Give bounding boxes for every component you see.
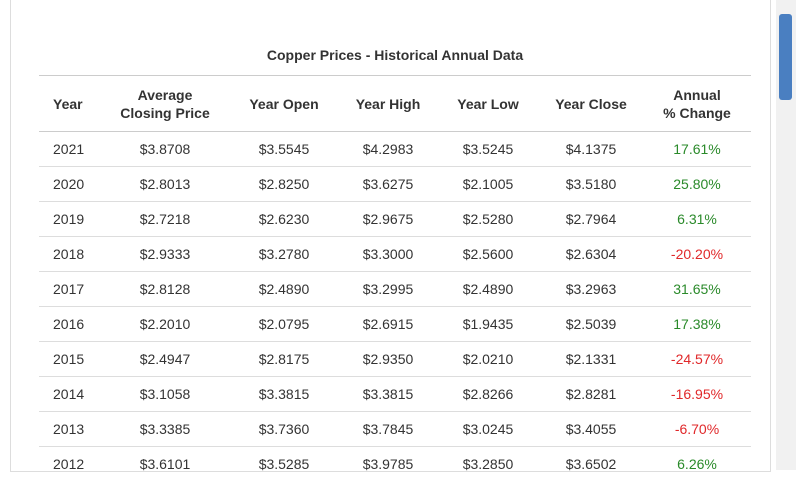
table-cell: -20.20%	[643, 236, 751, 272]
table-row: 2012 $3.6101 $3.5285 $3.9785 $3.2850 $3.6502 6…	[39, 446, 751, 471]
table-cell: $2.8281	[539, 376, 643, 412]
table-cell: $2.8175	[229, 341, 339, 377]
scroll-thumb[interactable]	[779, 14, 792, 100]
table-cell: $2.4890	[437, 271, 539, 307]
table-cell: $3.1058	[101, 376, 229, 412]
table-cell: $2.9333	[101, 236, 229, 272]
table-cell: 2021	[39, 131, 101, 167]
header-row: Year Average Closing Price Year Open Year H…	[39, 75, 751, 132]
table-cell: $4.2983	[339, 131, 437, 167]
table-cell: 2020	[39, 166, 101, 202]
table-cell: $3.2963	[539, 271, 643, 307]
table-cell: $3.7845	[339, 411, 437, 447]
table-cell: $3.3815	[229, 376, 339, 412]
table-cell: $2.1331	[539, 341, 643, 377]
table-cell: $2.0795	[229, 306, 339, 342]
price-table: Year Average Closing Price Year Open Year H…	[39, 75, 751, 471]
table-cell: $2.9350	[339, 341, 437, 377]
table-cell: $2.0210	[437, 341, 539, 377]
table-cell: $2.6230	[229, 201, 339, 237]
table-cell: $2.9675	[339, 201, 437, 237]
table-cell: $3.7360	[229, 411, 339, 447]
table-cell: 2014	[39, 376, 101, 412]
table-cell: $3.3385	[101, 411, 229, 447]
scrollbar[interactable]	[776, 0, 796, 470]
table-cell: 2018	[39, 236, 101, 272]
column-header: Year Open	[229, 75, 339, 132]
table-cell: $2.8013	[101, 166, 229, 202]
table-row: 2020 $2.8013 $2.8250 $3.6275 $2.1005 $3.5180 2…	[39, 166, 751, 202]
table-cell: $3.9785	[339, 446, 437, 471]
table-row: 2015 $2.4947 $2.8175 $2.9350 $2.0210 $2.1331-…	[39, 341, 751, 377]
table-cell: $2.5600	[437, 236, 539, 272]
column-header: Year	[39, 75, 101, 132]
table-cell: $3.6502	[539, 446, 643, 471]
table-cell: 2017	[39, 271, 101, 307]
table-cell: 2019	[39, 201, 101, 237]
table-cell: -24.57%	[643, 341, 751, 377]
table-cell: $2.1005	[437, 166, 539, 202]
table-cell: $2.7964	[539, 201, 643, 237]
table-cell: 6.31%	[643, 201, 751, 237]
table-cell: $2.8128	[101, 271, 229, 307]
table-cell: $4.1375	[539, 131, 643, 167]
table-cell: -6.70%	[643, 411, 751, 447]
table-cell: 2016	[39, 306, 101, 342]
table-cell: $3.0245	[437, 411, 539, 447]
table-cell: $3.2780	[229, 236, 339, 272]
table-cell: $2.8250	[229, 166, 339, 202]
table-body: 2021 $3.8708 $3.5545 $4.2983 $3.5245 $4.1375 1…	[39, 131, 751, 471]
table-cell: 2015	[39, 341, 101, 377]
table-cell: $2.4890	[229, 271, 339, 307]
table-cell: $2.6915	[339, 306, 437, 342]
table-cell: 2013	[39, 411, 101, 447]
table-cell: 2012	[39, 446, 101, 471]
table-cell: $2.8266	[437, 376, 539, 412]
table-cell: $3.3000	[339, 236, 437, 272]
table-row: 2019 $2.7218 $2.6230 $2.9675 $2.5280 $2.7964 6…	[39, 201, 751, 237]
table-cell: $3.6275	[339, 166, 437, 202]
table-cell: 17.61%	[643, 131, 751, 167]
table-cell: 6.26%	[643, 446, 751, 471]
table-row: 2013 $3.3385 $3.7360 $3.7845 $3.0245 $3.4055-…	[39, 411, 751, 447]
table-cell: $2.6304	[539, 236, 643, 272]
table-cell: $2.7218	[101, 201, 229, 237]
table-cell: $2.5280	[437, 201, 539, 237]
column-header: Year Low	[437, 75, 539, 132]
table-cell: 25.80%	[643, 166, 751, 202]
table-row: 2016 $2.2010 $2.0795 $2.6915 $1.9435 $2.5039 1…	[39, 306, 751, 342]
table-cell: $3.5545	[229, 131, 339, 167]
table-cell: $3.8708	[101, 131, 229, 167]
table-cell: $1.9435	[437, 306, 539, 342]
table-cell: $2.4947	[101, 341, 229, 377]
table-title: Copper Prices - Historical Annual Data	[266, 47, 524, 63]
table-row: 2021 $3.8708 $3.5545 $4.2983 $3.5245 $4.1375 1…	[39, 131, 751, 167]
table-row: 2014 $3.1058 $3.3815 $3.3815 $2.8266 $2.8281-…	[39, 376, 751, 412]
column-header: Year Close	[539, 75, 643, 132]
table-cell: $3.3815	[339, 376, 437, 412]
table-cell: 17.38%	[643, 306, 751, 342]
table-cell: $3.6101	[101, 446, 229, 471]
table-cell: $3.5245	[437, 131, 539, 167]
column-header: Year High	[339, 75, 437, 132]
table-cell: $3.5180	[539, 166, 643, 202]
table-card: Copper Prices - Historical Annual Data Y…	[10, 0, 771, 472]
table-cell: 31.65%	[643, 271, 751, 307]
table-row: 2017 $2.8128 $2.4890 $3.2995 $2.4890 $3.2963 3…	[39, 271, 751, 307]
table-cell: $2.2010	[101, 306, 229, 342]
column-header: Annual % Change	[643, 75, 751, 132]
column-header: Average Closing Price	[101, 75, 229, 132]
table-cell: $3.4055	[539, 411, 643, 447]
table-cell: $2.5039	[539, 306, 643, 342]
table-cell: $3.2850	[437, 446, 539, 471]
table-row: 2018 $2.9333 $3.2780 $3.3000 $2.5600 $2.6304-…	[39, 236, 751, 272]
table-cell: $3.2995	[339, 271, 437, 307]
table-cell: $3.5285	[229, 446, 339, 471]
table-cell: -16.95%	[643, 376, 751, 412]
